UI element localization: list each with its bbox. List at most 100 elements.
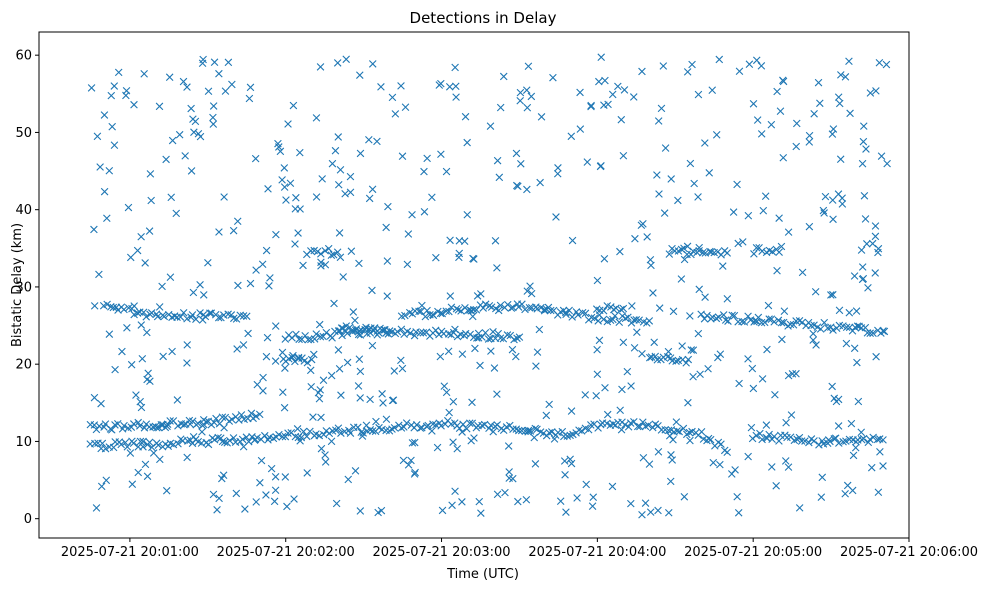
data-point — [810, 437, 818, 445]
data-point — [189, 433, 198, 441]
data-point — [695, 285, 704, 294]
data-point — [554, 164, 562, 172]
data-point — [549, 73, 557, 82]
data-point — [639, 453, 648, 462]
data-point — [237, 411, 246, 419]
data-point — [162, 155, 170, 164]
data-point — [752, 431, 761, 440]
data-point — [368, 427, 377, 435]
data-point — [122, 86, 131, 95]
data-point — [599, 306, 608, 315]
data-point — [716, 460, 724, 469]
data-point — [866, 329, 875, 337]
data-point — [505, 468, 513, 476]
data-point — [267, 464, 276, 473]
data-point — [526, 427, 535, 435]
data-point — [415, 307, 423, 316]
data-point — [301, 331, 309, 340]
data-point — [183, 437, 192, 445]
data-point — [533, 348, 542, 356]
data-point — [393, 327, 402, 336]
data-point — [416, 424, 425, 432]
data-point — [609, 420, 618, 428]
data-point — [284, 429, 292, 437]
data-point — [518, 300, 526, 308]
data-point — [431, 326, 440, 335]
data-point — [797, 437, 806, 445]
data-point — [847, 419, 856, 428]
data-point — [327, 437, 336, 446]
data-point — [595, 77, 603, 86]
data-point — [871, 222, 880, 230]
data-point — [102, 476, 111, 485]
data-point — [627, 499, 635, 508]
data-point — [820, 318, 829, 327]
data-point — [303, 432, 311, 441]
data-point — [368, 341, 377, 350]
data-point — [232, 489, 241, 498]
data-point — [279, 355, 288, 363]
data-point — [654, 448, 663, 456]
data-point — [717, 440, 725, 448]
data-point — [357, 326, 366, 334]
data-point — [758, 375, 767, 383]
data-point — [91, 439, 99, 448]
data-point — [871, 269, 880, 277]
data-point — [512, 149, 521, 158]
data-point — [527, 289, 536, 298]
data-point — [321, 458, 330, 466]
data-point — [167, 193, 176, 202]
data-point — [758, 247, 766, 255]
data-point — [420, 207, 429, 216]
data-point — [291, 240, 299, 248]
data-point — [527, 92, 536, 101]
data-point — [523, 103, 532, 112]
data-point — [504, 442, 513, 450]
data-point — [628, 302, 636, 310]
data-point — [858, 159, 867, 168]
data-point — [130, 100, 138, 109]
data-point — [289, 101, 298, 110]
data-point — [309, 413, 317, 421]
data-point — [479, 304, 487, 312]
data-point — [346, 188, 355, 197]
data-point — [684, 355, 693, 364]
data-point — [168, 136, 177, 145]
data-point — [805, 138, 814, 146]
data-point — [582, 480, 591, 489]
data-point — [683, 68, 692, 76]
data-point — [103, 214, 111, 223]
data-point — [90, 225, 98, 234]
data-point — [877, 152, 886, 160]
data-point — [441, 420, 449, 428]
data-point — [100, 111, 109, 119]
data-point — [593, 345, 601, 354]
data-point — [682, 359, 690, 367]
data-point — [757, 130, 766, 138]
data-point — [675, 427, 683, 436]
data-point — [165, 73, 174, 82]
data-point — [258, 260, 267, 269]
data-point — [356, 149, 365, 158]
data-point — [372, 417, 380, 426]
data-point — [697, 428, 706, 436]
data-point — [194, 419, 202, 428]
data-point — [271, 357, 280, 365]
data-point — [829, 125, 838, 133]
data-point — [775, 214, 783, 222]
data-point — [706, 435, 715, 444]
data-point — [532, 362, 540, 370]
data-point — [382, 329, 390, 337]
data-point — [377, 83, 385, 91]
data-point — [513, 334, 521, 343]
data-point — [429, 310, 437, 319]
data-point — [271, 486, 280, 495]
data-point — [344, 475, 353, 484]
data-point — [745, 60, 754, 68]
data-point — [310, 350, 318, 359]
data-point — [729, 208, 738, 216]
data-point — [752, 56, 761, 65]
data-point — [643, 233, 651, 241]
data-point — [321, 451, 329, 459]
data-point — [603, 410, 612, 419]
